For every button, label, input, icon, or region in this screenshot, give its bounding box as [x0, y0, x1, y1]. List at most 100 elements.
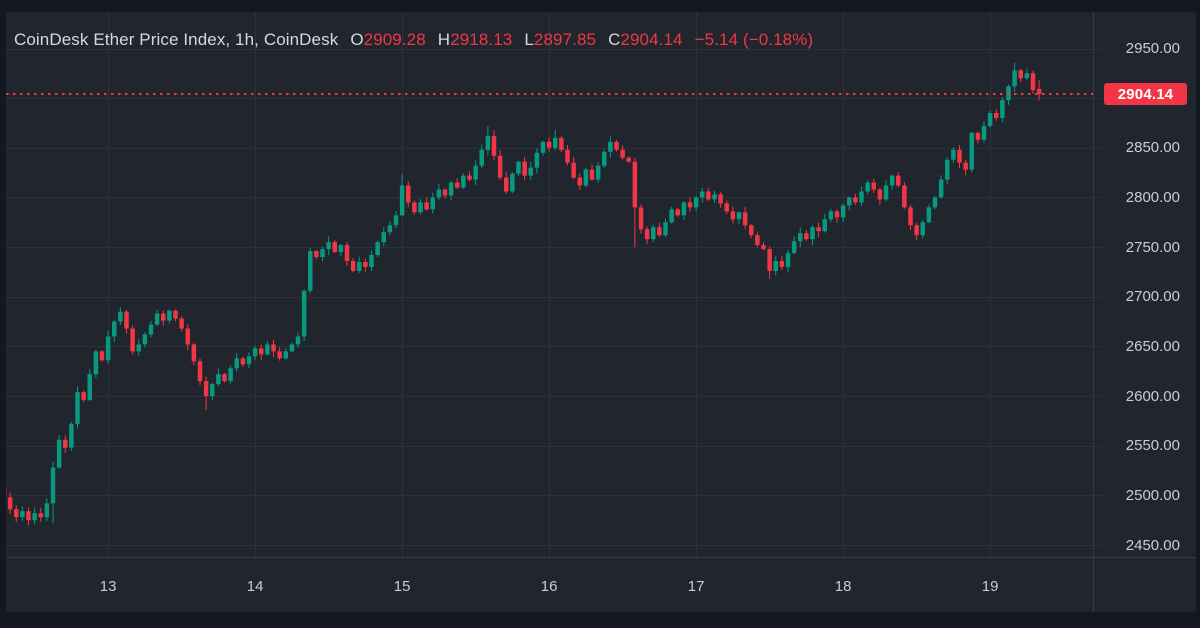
price-tick-label: 2800.00 — [1125, 188, 1180, 206]
candle-body — [975, 132, 981, 140]
candle-body — [896, 175, 901, 186]
candle-body — [418, 202, 423, 213]
time-axis[interactable]: 13 14 15 16 17 18 19 — [6, 557, 1093, 612]
candle-body — [1018, 70, 1023, 79]
candle-body — [522, 161, 527, 176]
candle-body — [234, 358, 239, 369]
candle-body — [350, 261, 356, 271]
candle-body — [344, 245, 350, 262]
candle-body — [228, 368, 233, 382]
candle-body — [448, 182, 454, 196]
candle-body — [399, 185, 405, 216]
candle-body — [504, 177, 509, 192]
candle-body — [320, 249, 325, 258]
candle-body — [847, 197, 852, 206]
candle-body — [406, 185, 411, 203]
candle-body — [1012, 70, 1017, 87]
candles[interactable] — [2, 62, 1042, 526]
price-change: −5.14 (−0.18%) — [694, 30, 814, 49]
price-tick-label: 2550.00 — [1125, 437, 1180, 455]
candle-body — [810, 227, 815, 240]
candle-body — [981, 125, 987, 140]
candle-body — [87, 374, 92, 401]
candle-body — [902, 185, 907, 208]
candle-body — [528, 167, 533, 176]
candle-body — [7, 497, 13, 510]
price-tick-label: 2750.00 — [1125, 238, 1180, 256]
chart-pane[interactable] — [6, 12, 1196, 612]
ohlc-value-h: 2918.13 — [450, 30, 513, 49]
candle-body — [706, 191, 711, 200]
candle-body — [161, 313, 166, 321]
chart-legend: CoinDesk Ether Price Index, 1h, CoinDesk… — [14, 29, 813, 51]
candle-body — [222, 374, 227, 382]
candle-body — [602, 151, 607, 166]
candle-body — [393, 215, 399, 226]
candle-body — [497, 155, 503, 178]
candle-body — [889, 175, 895, 186]
candle-body — [749, 225, 754, 236]
candle-body — [583, 169, 589, 186]
candle-body — [883, 185, 889, 200]
ohlc-label-l: L — [524, 30, 534, 49]
ohlc-label-h: H — [437, 30, 451, 49]
candle-body — [63, 439, 68, 448]
candle-body — [118, 311, 123, 322]
candle-body — [136, 344, 141, 352]
candle-body — [289, 344, 295, 352]
candle-body — [32, 513, 37, 521]
candle-body — [553, 137, 558, 148]
candle-body — [969, 132, 974, 170]
candle-body — [301, 290, 307, 337]
candle-body — [283, 351, 288, 359]
candle-body — [853, 197, 858, 203]
candle-body — [559, 137, 564, 150]
candle-body — [945, 159, 950, 180]
price-axis[interactable]: 2950.00 2850.00 2800.00 2750.00 2700.00 2650.… — [1093, 12, 1196, 557]
candle-body — [571, 162, 576, 178]
candle-body — [804, 233, 809, 240]
candle-body — [148, 324, 154, 335]
candle-body — [859, 191, 864, 203]
candle-body — [785, 253, 791, 267]
candle-body — [926, 207, 932, 223]
candle-body — [93, 351, 99, 375]
candle-body — [173, 310, 178, 319]
candle-body — [20, 511, 25, 518]
candle-body — [742, 212, 748, 226]
candle-body — [105, 336, 111, 361]
candle-body — [651, 227, 656, 240]
candle-body — [865, 182, 870, 192]
candle-body — [185, 328, 190, 345]
candle-body — [81, 392, 86, 401]
candle-body — [614, 141, 619, 150]
candle-body — [430, 197, 435, 210]
ohlc-value-l: 2897.85 — [533, 30, 597, 49]
candle-body — [669, 209, 674, 223]
candle-body — [608, 141, 613, 152]
candle-body — [203, 381, 209, 397]
candle-body — [687, 202, 693, 208]
axis-separators — [6, 12, 1196, 612]
candle-body — [381, 232, 386, 243]
candle-body — [265, 344, 270, 355]
symbol-title: CoinDesk Ether Price Index, 1h, CoinDesk — [14, 30, 339, 49]
candle-body — [69, 423, 74, 448]
candle-body — [246, 356, 252, 365]
candle-body — [191, 344, 197, 362]
candle-body — [485, 135, 491, 150]
candle-body — [216, 374, 221, 385]
candle-body — [295, 336, 301, 345]
candle-body — [834, 211, 840, 218]
candle-body — [44, 503, 50, 518]
candle-body — [326, 242, 331, 250]
candle-body — [154, 313, 160, 325]
candle-body — [516, 161, 521, 174]
candle-body — [14, 509, 19, 518]
candle-body — [467, 175, 472, 180]
candle-body — [773, 261, 778, 271]
candle-body — [681, 202, 687, 216]
candle-body — [798, 233, 803, 242]
time-tick-label: 13 — [99, 578, 117, 595]
